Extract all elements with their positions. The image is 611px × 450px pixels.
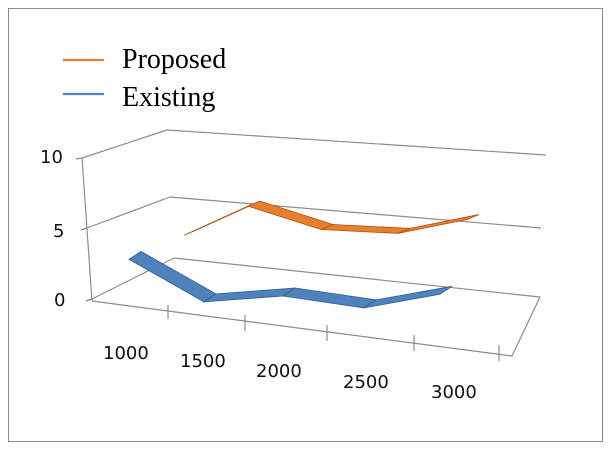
existing-segment-3 bbox=[281, 287, 378, 309]
y-tick-label-10: 10 bbox=[40, 147, 63, 168]
series-proposed bbox=[183, 200, 480, 236]
x-tick-label-1500: 1500 bbox=[180, 351, 226, 372]
proposed-segment-2 bbox=[246, 200, 335, 230]
back-wall-top-gridline bbox=[81, 129, 168, 159]
legend-label-proposed: Proposed bbox=[122, 44, 226, 75]
existing-segment-2 bbox=[202, 287, 297, 303]
x-tick-label-2500: 2500 bbox=[343, 372, 389, 393]
y-tick-0 bbox=[85, 298, 93, 302]
y-tick-10 bbox=[75, 157, 83, 160]
proposed-segment-3 bbox=[320, 224, 411, 234]
mid-gridline-right bbox=[169, 196, 542, 229]
x-tick-label-1000: 1000 bbox=[103, 343, 149, 364]
series-existing bbox=[128, 250, 453, 309]
existing-segment-4 bbox=[363, 285, 453, 309]
proposed-segment-4 bbox=[397, 214, 480, 234]
y-tick-5 bbox=[80, 227, 88, 231]
x-axis-ticks bbox=[167, 305, 500, 361]
back-wall-top-gridline-long bbox=[166, 129, 547, 156]
y-axis-line bbox=[81, 157, 93, 302]
chart-walls bbox=[75, 129, 547, 357]
x-tick-label-3000: 3000 bbox=[431, 382, 477, 403]
legend-label-existing: Existing bbox=[122, 82, 215, 113]
y-tick-label-5: 5 bbox=[53, 221, 64, 242]
x-axis-line bbox=[91, 300, 513, 357]
legend: Proposed Existing bbox=[63, 44, 226, 113]
series-layer bbox=[128, 200, 480, 309]
y-tick-label-0: 0 bbox=[54, 290, 65, 311]
right-floor-edge bbox=[511, 296, 541, 357]
floor-gridline-right bbox=[173, 257, 541, 298]
x-tick-label-2000: 2000 bbox=[256, 361, 302, 382]
tick-labels: 10 5 0 1000 1500 2000 2500 3000 bbox=[40, 147, 477, 403]
mid-gridline-left bbox=[86, 196, 171, 229]
